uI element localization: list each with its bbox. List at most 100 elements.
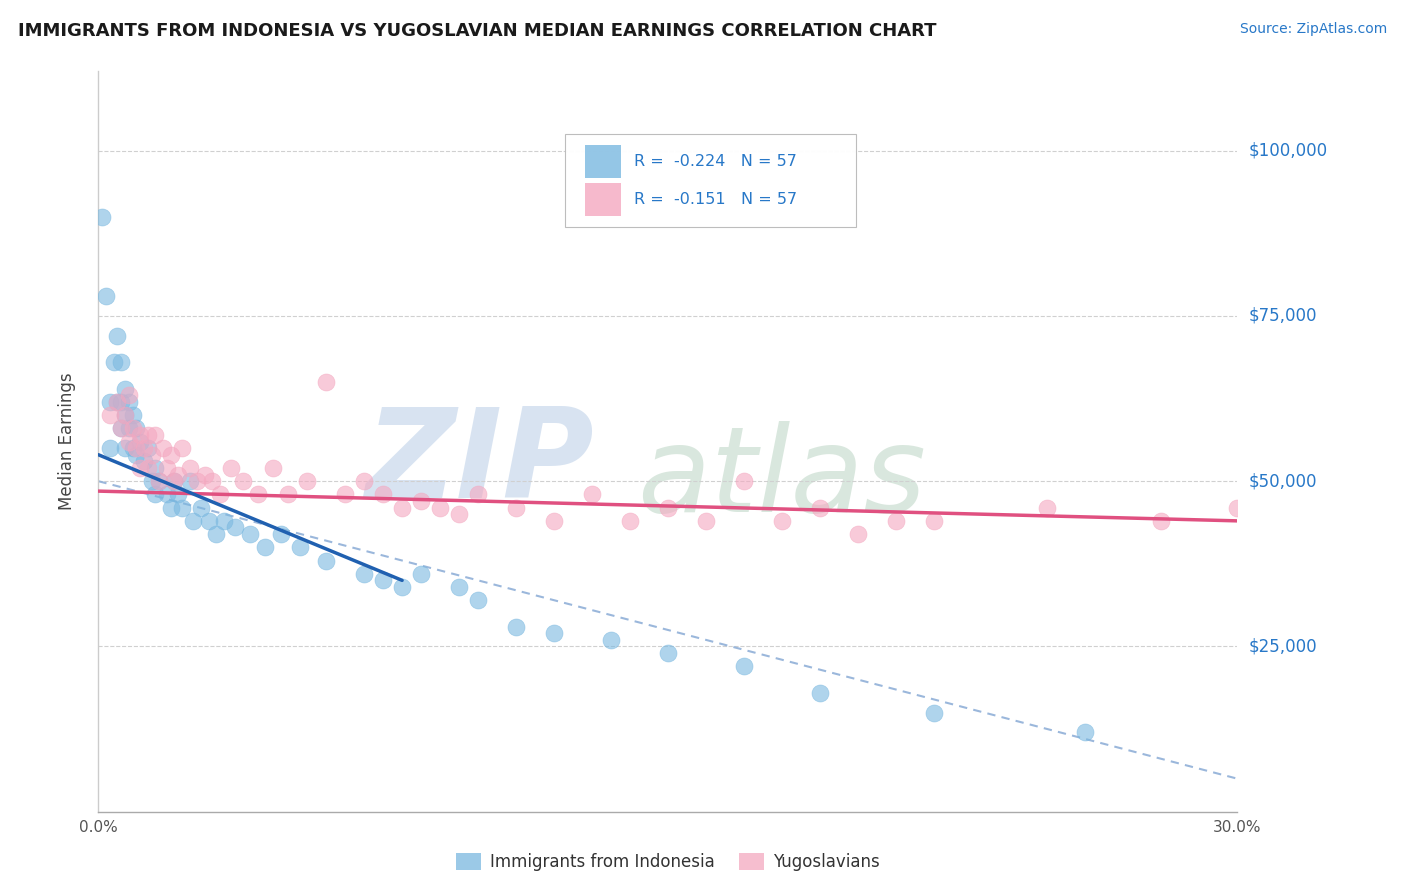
- Point: [183, 514, 205, 528]
- Point: [136, 461, 159, 475]
- Point: [170, 441, 193, 455]
- Point: [262, 461, 284, 475]
- Point: [232, 474, 254, 488]
- Point: [118, 421, 141, 435]
- Text: IMMIGRANTS FROM INDONESIA VS YUGOSLAVIAN MEDIAN EARNINGS CORRELATION CHART: IMMIGRANTS FROM INDONESIA VS YUGOSLAVIAN…: [18, 22, 936, 40]
- Point: [208, 487, 231, 501]
- Point: [136, 441, 159, 455]
- Point: [288, 541, 311, 555]
- Text: ZIP: ZIP: [366, 403, 593, 524]
- Point: [1074, 725, 1097, 739]
- Point: [107, 395, 129, 409]
- Point: [239, 527, 262, 541]
- Point: [103, 355, 125, 369]
- Point: [315, 375, 337, 389]
- Text: $75,000: $75,000: [1249, 307, 1317, 325]
- Point: [114, 382, 136, 396]
- Point: [270, 527, 292, 541]
- Point: [733, 659, 755, 673]
- Point: [846, 527, 869, 541]
- Point: [114, 408, 136, 422]
- Point: [118, 434, 141, 449]
- Point: [315, 553, 337, 567]
- Point: [121, 421, 143, 435]
- Point: [129, 428, 152, 442]
- Text: atlas: atlas: [637, 420, 927, 537]
- Point: [98, 395, 121, 409]
- Point: [467, 487, 489, 501]
- Point: [371, 487, 394, 501]
- Point: [619, 514, 641, 528]
- Point: [224, 520, 246, 534]
- Point: [505, 500, 527, 515]
- Point: [156, 461, 179, 475]
- Point: [221, 461, 243, 475]
- Text: R =  -0.151   N = 57: R = -0.151 N = 57: [634, 192, 797, 207]
- Point: [543, 626, 565, 640]
- Point: [1036, 500, 1059, 515]
- Point: [543, 514, 565, 528]
- Point: [132, 454, 155, 468]
- Point: [98, 408, 121, 422]
- Point: [411, 494, 433, 508]
- Point: [114, 441, 136, 455]
- Point: [254, 541, 277, 555]
- Bar: [585, 145, 621, 178]
- Point: [411, 566, 433, 581]
- Point: [297, 474, 319, 488]
- Point: [125, 421, 148, 435]
- Point: [770, 514, 793, 528]
- Point: [110, 421, 132, 435]
- Point: [145, 428, 167, 442]
- Point: [449, 508, 471, 522]
- Text: Source: ZipAtlas.com: Source: ZipAtlas.com: [1240, 22, 1388, 37]
- Point: [371, 574, 394, 588]
- Point: [194, 467, 217, 482]
- Point: [148, 474, 170, 488]
- Point: [179, 474, 201, 488]
- Point: [167, 487, 190, 501]
- Point: [118, 395, 141, 409]
- Point: [148, 474, 170, 488]
- Point: [277, 487, 299, 501]
- Point: [98, 441, 121, 455]
- Y-axis label: Median Earnings: Median Earnings: [58, 373, 76, 510]
- Point: [125, 448, 148, 462]
- Point: [335, 487, 357, 501]
- Point: [246, 487, 269, 501]
- Text: $25,000: $25,000: [1249, 638, 1317, 656]
- Point: [733, 474, 755, 488]
- Point: [190, 500, 212, 515]
- Point: [110, 395, 132, 409]
- Text: $100,000: $100,000: [1249, 142, 1327, 160]
- Point: [170, 500, 193, 515]
- Point: [121, 441, 143, 455]
- Point: [205, 527, 228, 541]
- Bar: [585, 183, 621, 216]
- Point: [129, 434, 152, 449]
- Point: [197, 514, 219, 528]
- Point: [121, 408, 143, 422]
- Point: [125, 441, 148, 455]
- Point: [107, 395, 129, 409]
- Text: R =  -0.224   N = 57: R = -0.224 N = 57: [634, 154, 797, 169]
- Point: [179, 461, 201, 475]
- Point: [353, 474, 375, 488]
- Point: [141, 474, 163, 488]
- Point: [353, 566, 375, 581]
- Point: [1226, 500, 1249, 515]
- Point: [156, 487, 179, 501]
- Point: [159, 448, 181, 462]
- Point: [163, 474, 186, 488]
- Point: [114, 408, 136, 422]
- Point: [129, 461, 152, 475]
- Point: [391, 580, 413, 594]
- FancyBboxPatch shape: [565, 135, 856, 227]
- Point: [884, 514, 907, 528]
- Point: [145, 487, 167, 501]
- Point: [163, 474, 186, 488]
- Point: [110, 421, 132, 435]
- Point: [922, 706, 945, 720]
- Point: [91, 210, 114, 224]
- Point: [429, 500, 451, 515]
